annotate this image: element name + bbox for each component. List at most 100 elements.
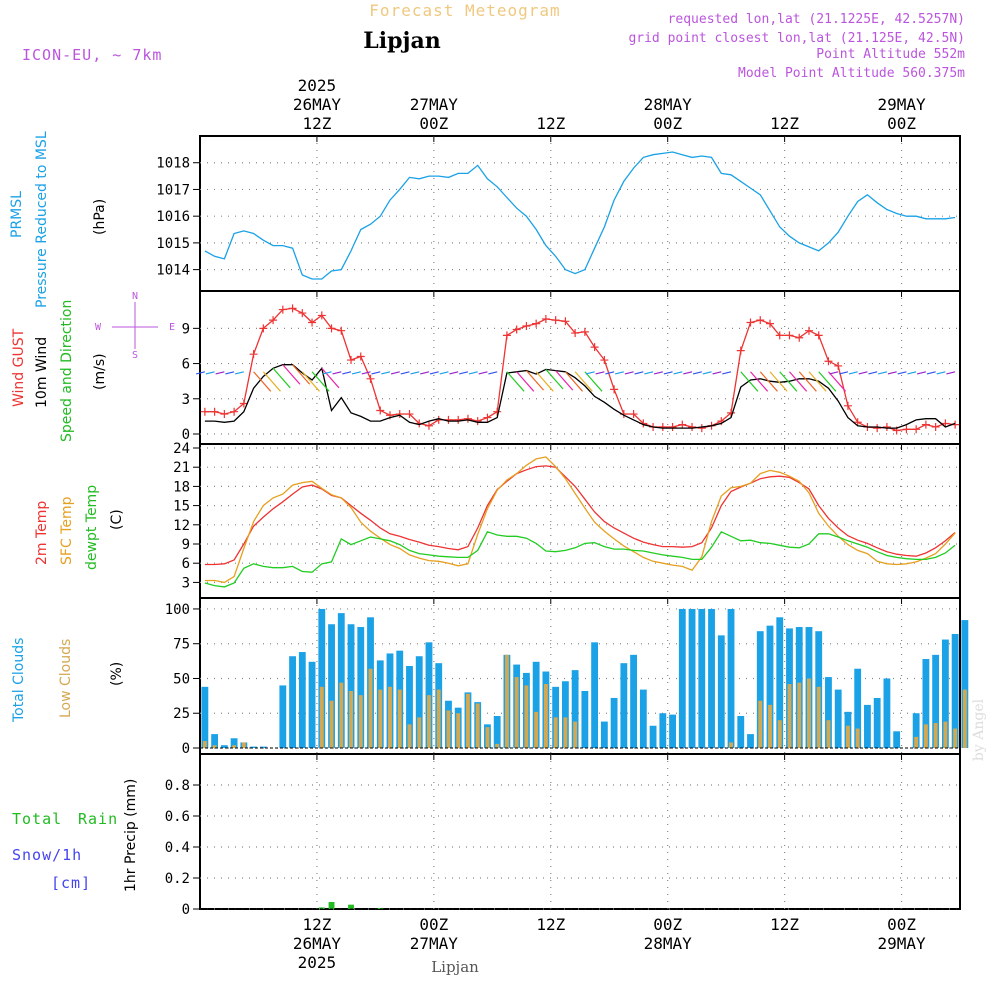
clouds-bar-1 <box>241 742 246 748</box>
clouds-bar-1 <box>232 745 237 748</box>
wind-arrow <box>525 370 545 391</box>
wind-arrow <box>574 371 593 392</box>
wind-frame <box>199 290 961 445</box>
plot-area: 1014101510161017101803693691215182124025… <box>156 76 969 972</box>
dewpt-label: dewpt Temp <box>84 485 100 570</box>
wind-arrow <box>262 371 281 392</box>
wind-label: 10m Wind <box>34 337 50 408</box>
wind-gust-marker <box>814 331 823 340</box>
wind-gust-marker <box>405 410 414 419</box>
clouds-bar-0 <box>337 613 345 748</box>
wind-gust-marker <box>571 329 580 338</box>
clouds-bar-1 <box>914 736 919 748</box>
product-title: Forecast Meteogram <box>369 1 560 20</box>
clouds-bar-0 <box>308 661 316 748</box>
wind-arrow <box>740 371 759 392</box>
clouds-bar-1 <box>388 686 392 748</box>
clouds-bar-1 <box>358 695 363 748</box>
clouds-bar-0 <box>649 725 657 748</box>
compass-rose: N E S W <box>95 291 175 361</box>
wind-arrow <box>439 371 449 375</box>
temperature-ytick-label-2: 9 <box>182 537 190 553</box>
clouds-bar-0 <box>698 608 706 748</box>
wind-arrow <box>516 371 535 392</box>
precip-cm-label: [cm] <box>51 874 91 892</box>
clouds-bar-0 <box>600 721 608 748</box>
top-time-label-5-1: 00Z <box>887 114 916 133</box>
clouds-bar-0 <box>581 690 589 748</box>
clouds-bar-0 <box>561 681 569 748</box>
top-time-label-0-2: 12Z <box>302 114 331 133</box>
clouds-bar-1 <box>797 682 802 748</box>
wind-gust-marker <box>590 343 599 352</box>
wind-arrow <box>564 371 583 392</box>
clouds-bar-0 <box>415 656 423 748</box>
top-time-label-1-0: 27MAY <box>410 95 459 114</box>
clouds-bar-1 <box>573 721 578 748</box>
wind-arrow <box>839 371 849 375</box>
precip-bar-0 <box>377 907 384 909</box>
wind-gust-marker <box>522 322 531 330</box>
wind-arrow <box>459 371 469 375</box>
wind-arrow <box>624 371 634 375</box>
top-time-label-0-1: 26MAY <box>293 95 342 114</box>
clouds-bar-0 <box>747 734 754 748</box>
clouds-bar-0 <box>941 639 949 748</box>
wind-arrow <box>371 371 381 375</box>
wind-arrow <box>878 371 888 375</box>
clouds-bar-1 <box>436 689 441 748</box>
credit-watermark: by Angel <box>971 698 987 761</box>
clouds-ytick-label-0: 0 <box>182 741 190 757</box>
wind-gust-marker <box>941 419 950 428</box>
wind-gust-marker <box>288 304 297 313</box>
wind-arrow <box>663 371 673 375</box>
wind-arrow <box>614 371 624 375</box>
clouds-bar-0 <box>620 663 628 748</box>
location-title: Lipjan <box>363 28 440 54</box>
top-time-label-3-1: 00Z <box>653 114 682 133</box>
top-time-label-2-0: 12Z <box>536 114 565 133</box>
clouds-bar-1 <box>514 677 519 748</box>
wind-arrow <box>555 370 574 391</box>
wind-gust-marker <box>551 316 560 325</box>
wind-ytick-label-3: 9 <box>182 321 190 337</box>
clouds-bar-0 <box>532 661 540 748</box>
wind-arrow <box>332 371 342 375</box>
wind-gust-marker <box>668 422 677 431</box>
wind-arrow <box>468 371 478 375</box>
clouds-bar-1 <box>397 689 402 748</box>
wind-arrow <box>381 371 391 375</box>
wind-gust-marker <box>678 420 687 429</box>
wind-gust-marker <box>834 361 843 370</box>
wind-line-0 <box>204 307 956 432</box>
wind-gust-marker <box>337 326 346 335</box>
wind-gust-marker <box>463 414 472 423</box>
wind-arrow <box>234 371 244 375</box>
clouds-bar-1 <box>212 745 217 748</box>
precip-ytick-label-2: 0.4 <box>165 840 190 856</box>
clouds-bar-1 <box>543 684 548 748</box>
precip-ytick-label-1: 0.2 <box>165 871 190 887</box>
wind-arrow <box>702 371 712 375</box>
pressure-frame <box>199 135 961 292</box>
wind-arrow <box>946 371 956 375</box>
precip-ytick-label-3: 0.6 <box>165 809 190 825</box>
pressure-label-2: Pressure Reduced to MSL <box>34 131 50 308</box>
wind-arrow <box>420 371 430 375</box>
clouds-bar-1 <box>329 700 334 748</box>
wind-arrow <box>342 371 352 375</box>
clouds-bar-1 <box>923 724 928 748</box>
clouds-bar-0 <box>318 608 326 748</box>
compass-n: N <box>132 291 138 302</box>
wind-arrow <box>897 371 907 375</box>
wind-gust-marker <box>561 317 570 326</box>
bottom-time-label-5-0: 00Z <box>887 915 916 934</box>
temperature-ytick-label-6: 21 <box>173 460 190 476</box>
clouds-bar-0 <box>776 617 784 748</box>
wind-gust-marker <box>493 407 502 416</box>
pressure-ytick-label-2: 1016 <box>156 209 190 225</box>
wind-arrow <box>887 371 897 375</box>
wind-arrow <box>429 371 439 375</box>
clouds-bar-1 <box>319 686 324 748</box>
clouds-bar-0 <box>425 642 433 748</box>
